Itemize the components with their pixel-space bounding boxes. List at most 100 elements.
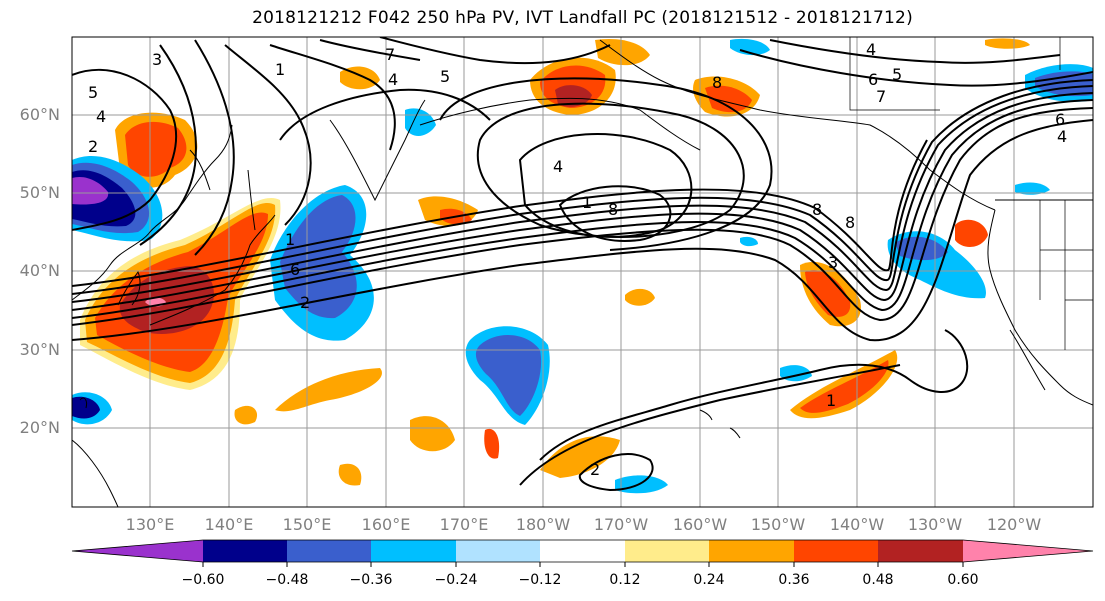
coastlines xyxy=(72,37,1093,507)
contour-label: 5 xyxy=(88,83,98,102)
colorbar-tick-label: 0.48 xyxy=(862,572,894,588)
colorbar-segment-1 xyxy=(203,540,287,562)
contour-west-3 xyxy=(194,39,235,256)
colorbar-tick-label: 0.60 xyxy=(947,572,979,588)
contour-label: 7 xyxy=(876,87,886,106)
contour-west-6 xyxy=(319,39,421,61)
contour-low-4 xyxy=(439,77,773,251)
colorbar-segment-9 xyxy=(878,540,963,562)
coast-namerica-west xyxy=(987,209,1093,406)
contour-jet-1 xyxy=(72,107,1093,326)
contour-jet-2 xyxy=(72,99,1093,319)
colorbar-tick-label: −0.60 xyxy=(181,572,225,588)
map-frame xyxy=(71,36,1094,508)
contour-label: 1 xyxy=(582,193,592,212)
contour-label: 4 xyxy=(96,107,106,126)
shade-bering-pos-strong xyxy=(555,85,592,107)
coast-sakhalin xyxy=(247,169,256,231)
coast-baja xyxy=(1009,329,1046,391)
contour-label: 7 xyxy=(385,45,395,64)
map-title: 2018121212 F042 250 hPa PV, IVT Landfall… xyxy=(252,8,913,28)
contour-ne-1 xyxy=(769,39,1061,64)
contour-label: 4 xyxy=(1057,127,1067,146)
shade-subtrop-pos-6 xyxy=(234,405,258,425)
colorbar-segment-7 xyxy=(709,540,794,562)
contour-sub-3 xyxy=(519,364,901,486)
lon-label-160w: 160°W xyxy=(672,515,728,534)
colorbar-segment-2 xyxy=(287,540,371,562)
shade-subtrop-pos-7 xyxy=(484,428,500,459)
colorbar-segment-0 xyxy=(72,540,203,562)
contour-west-5 xyxy=(269,44,396,151)
contour-west-1 xyxy=(72,68,178,231)
shade-coast-pos-mid xyxy=(805,270,851,317)
contour-low-1 xyxy=(558,185,672,242)
colorbar-tick-label: 0.24 xyxy=(693,572,725,588)
contour-label: 4 xyxy=(553,157,563,176)
colorbar-tick-label: 0.12 xyxy=(609,572,641,588)
shade-kuril-neg-mid xyxy=(280,195,357,319)
colorbar-segment-8 xyxy=(794,540,878,562)
colorbar-tick-label: −0.12 xyxy=(518,572,562,588)
shade-small-pos-b xyxy=(985,38,1030,49)
contour-label: 2 xyxy=(590,460,600,479)
contour-jet-5 xyxy=(72,79,1093,295)
coast-kamchatka xyxy=(329,99,426,202)
shade-subtrop-pos-3 xyxy=(540,436,620,478)
contour-label: 2 xyxy=(88,137,98,156)
contour-jet-6 xyxy=(72,139,928,287)
contour-jet-7 xyxy=(72,119,1093,342)
coast-alaska xyxy=(599,39,996,211)
contour-ne-2 xyxy=(739,49,1093,87)
shade-siberia-neg-max xyxy=(72,176,109,205)
coast-aleutians xyxy=(419,97,701,151)
lon-label-120w: 120°W xyxy=(986,515,1042,534)
lon-label-150w: 150°W xyxy=(750,515,806,534)
lon-label-130w: 130°W xyxy=(907,515,963,534)
lon-label-150e: 150°E xyxy=(282,515,332,534)
ivt-contours xyxy=(72,37,1093,492)
colorbar-tick-label: −0.24 xyxy=(434,572,478,588)
contour-labels: 3 4 5 1 7 2 4 5 8 4 6 5 7 6 4 1 8 4 8 8 … xyxy=(88,40,1067,479)
graticule xyxy=(72,37,1093,507)
shade-coast-pos-small xyxy=(955,219,988,247)
contour-label: 8 xyxy=(845,213,855,232)
lon-label-170w: 170°W xyxy=(593,515,649,534)
contour-label: 1 xyxy=(826,391,836,410)
contour-north-arc xyxy=(279,88,491,141)
shade-subtrop-pos-1 xyxy=(275,368,382,412)
lon-label-160e: 160°E xyxy=(361,515,411,534)
colorbar-segment-10 xyxy=(963,540,1093,562)
contour-label: 1 xyxy=(275,60,285,79)
coast-asia xyxy=(72,124,233,301)
contour-west-2 xyxy=(139,44,197,246)
contour-label: 6 xyxy=(868,70,878,89)
contour-label: 8 xyxy=(608,200,618,219)
contour-label: 6 xyxy=(1055,110,1065,129)
contour-sub-1 xyxy=(539,329,969,461)
contour-label: 1 xyxy=(285,230,295,249)
colorbar-segment-4 xyxy=(456,540,540,562)
colorbar xyxy=(71,539,1094,567)
shade-small-pos-a xyxy=(625,288,655,306)
colorbar-tick-label: −0.36 xyxy=(349,572,393,588)
shade-small-neg-e xyxy=(740,236,758,247)
shade-subtrop-pos-4 xyxy=(410,416,455,452)
contour-label: 2 xyxy=(300,293,310,312)
contour-label: 4 xyxy=(388,70,398,89)
lat-label-20n: 20°N xyxy=(19,418,60,437)
contour-jet-4 xyxy=(72,85,1093,303)
lat-label-40n: 40°N xyxy=(19,261,60,280)
coast-japan xyxy=(149,214,276,326)
shade-subtrop-pos-2-mid xyxy=(800,360,889,413)
contour-label: 3 xyxy=(152,50,162,69)
contour-low-3 xyxy=(476,102,745,238)
state-lines xyxy=(1039,200,1093,350)
coast-china-south xyxy=(72,439,119,507)
contour-label: 5 xyxy=(440,67,450,86)
contour-label: 5 xyxy=(892,65,902,84)
shade-small-neg-d xyxy=(1015,182,1050,195)
colorbar-segment-3 xyxy=(371,540,456,562)
contour-low-2 xyxy=(518,132,693,238)
